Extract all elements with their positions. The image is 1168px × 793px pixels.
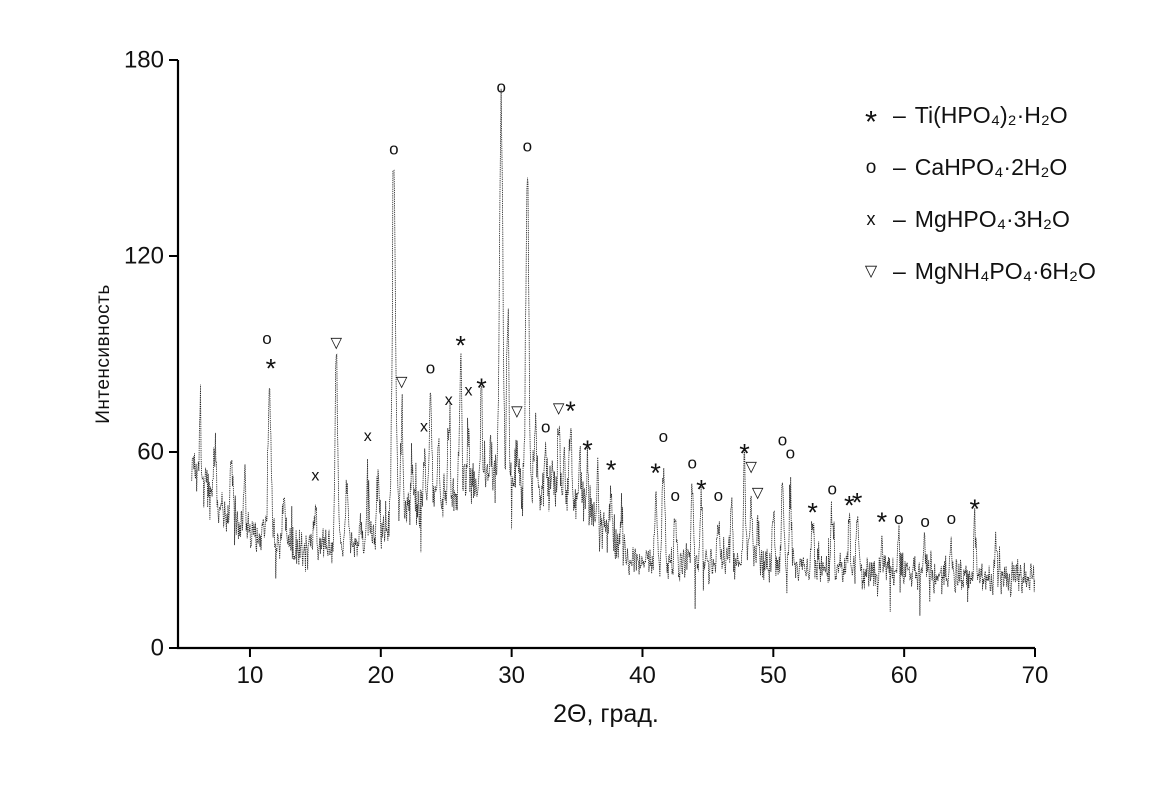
peak-marker: * <box>650 458 661 488</box>
peak-marker: ▽ <box>511 403 523 420</box>
asterisk-marker-icon: * <box>864 103 878 139</box>
y-tick-label: 60 <box>137 439 164 466</box>
peak-marker: o <box>389 140 398 159</box>
x-tick-label: 40 <box>629 662 656 689</box>
peak-marker: ▽ <box>396 374 408 391</box>
x-tick-label: 60 <box>891 662 918 689</box>
peak-marker: * <box>266 354 277 384</box>
peak-marker: * <box>582 435 593 465</box>
peak-marker: * <box>455 331 466 361</box>
xrd-trace <box>191 88 1036 616</box>
peak-marker: * <box>476 373 487 403</box>
peak-marker: o <box>827 479 836 498</box>
peak-marker: x <box>364 428 372 445</box>
peak-marker: o <box>262 329 271 348</box>
legend-item-mghpo4: x – MgHPO₄·3H₂O <box>858 200 1096 238</box>
peak-marker: o <box>894 509 903 528</box>
peak-marker: x <box>445 392 453 409</box>
peak-marker: ▽ <box>752 485 764 502</box>
peak-marker: * <box>606 455 617 485</box>
x-tick-label: 20 <box>367 662 394 689</box>
peak-marker: * <box>970 494 981 524</box>
legend-label: Ti(HPO₄)₂·H₂O <box>914 101 1068 128</box>
peak-marker: o <box>687 453 696 472</box>
peak-marker: x <box>465 382 473 399</box>
x-tick-label: 70 <box>1022 662 1049 689</box>
y-axis-title: Интенсивность <box>93 284 114 424</box>
legend-separator: – <box>893 205 906 232</box>
peak-marker: o <box>426 359 435 378</box>
legend-item-cahpo4: o – CaHPO₄·2H₂O <box>858 148 1096 186</box>
legend-item-mgnh4po4: ▽ – MgNH₄PO₄·6H₂O <box>858 252 1096 290</box>
peak-marker: o <box>714 486 723 505</box>
legend-separator: – <box>893 101 906 128</box>
circle-marker-icon: o <box>865 156 877 178</box>
peak-marker: ▽ <box>745 459 757 476</box>
peak-marker: * <box>565 396 576 426</box>
peak-marker: * <box>877 507 888 537</box>
peak-marker: ▽ <box>553 400 565 417</box>
legend: * – Ti(HPO₄)₂·H₂O o – CaHPO₄·2H₂O x – Mg… <box>858 96 1096 304</box>
peak-marker: ▽ <box>331 334 343 351</box>
peak-marker: o <box>523 136 532 155</box>
x-tick-label: 30 <box>498 662 525 689</box>
peak-marker: o <box>496 78 505 97</box>
peak-marker: o <box>920 512 929 531</box>
legend-label: MgNH₄PO₄·6H₂O <box>914 257 1096 284</box>
x-tick-label: 50 <box>760 662 787 689</box>
legend-label: MgHPO₄·3H₂O <box>914 205 1070 232</box>
peak-marker: x <box>311 467 319 484</box>
y-tick-label: 120 <box>124 243 164 270</box>
x-tick-label: 10 <box>237 662 264 689</box>
peak-marker: o <box>670 486 679 505</box>
triangle-marker-icon: ▽ <box>864 263 878 280</box>
peak-marker: * <box>739 439 750 469</box>
y-tick-label: 0 <box>151 635 164 662</box>
peak-marker: o <box>659 427 668 446</box>
peak-marker: * <box>852 488 863 518</box>
legend-separator: – <box>893 153 906 180</box>
legend-item-ti-hpo4: * – Ti(HPO₄)₂·H₂O <box>858 96 1096 139</box>
peak-marker: * <box>696 474 707 504</box>
peak-marker: o <box>947 509 956 528</box>
x-marker-icon: x <box>866 209 876 229</box>
y-tick-label: 180 <box>124 47 164 74</box>
peak-marker: o <box>786 444 795 463</box>
x-axis-title: 2Θ, град. <box>553 700 659 728</box>
peak-marker: * <box>807 497 818 527</box>
peak-marker: o <box>778 430 787 449</box>
peak-marker: * <box>844 491 855 521</box>
peak-marker: x <box>420 418 428 435</box>
legend-label: CaHPO₄·2H₂O <box>914 153 1068 180</box>
peak-marker: o <box>541 417 550 436</box>
legend-separator: – <box>893 257 906 284</box>
